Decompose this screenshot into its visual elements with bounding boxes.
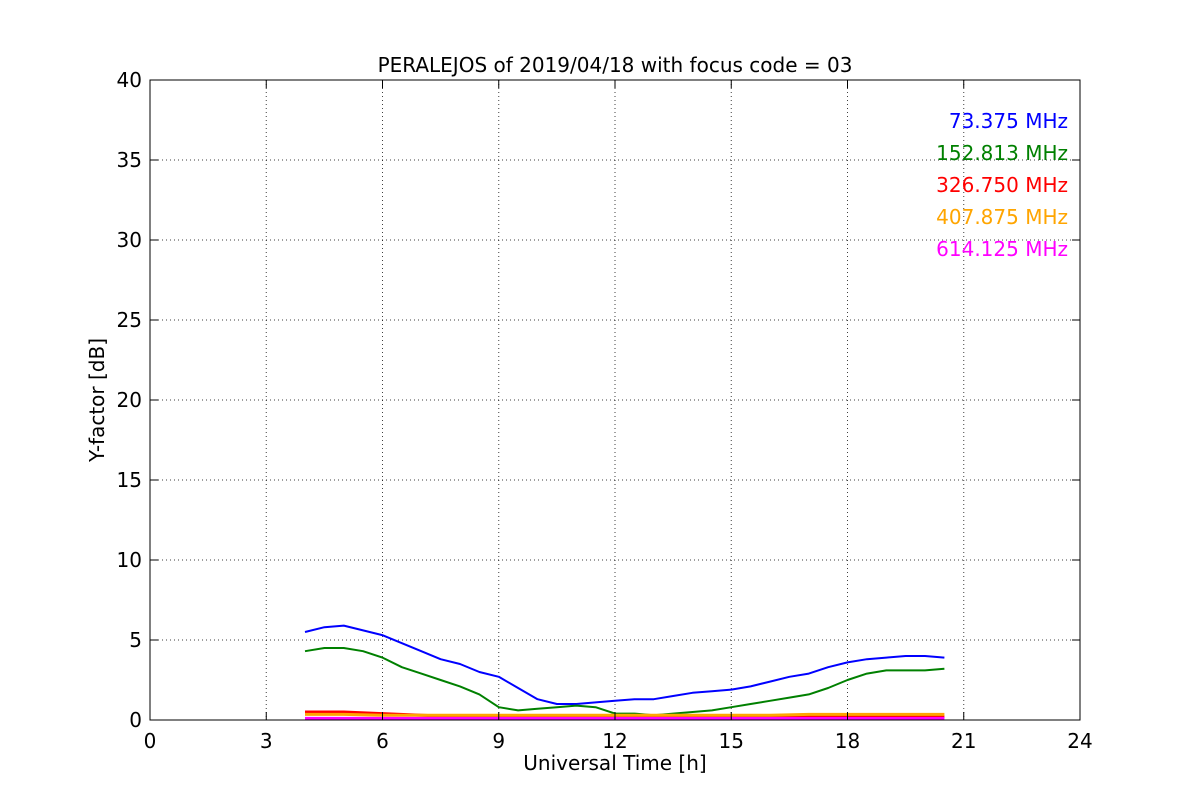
y-axis-title: Y-factor [dB] (85, 338, 109, 463)
y-tick-label: 10 (117, 548, 142, 572)
x-tick-label: 15 (719, 729, 744, 753)
chart-title: PERALEJOS of 2019/04/18 with focus code … (378, 53, 853, 77)
legend-entry: 326.750 MHz (936, 173, 1068, 197)
x-tick-label: 12 (602, 729, 627, 753)
y-tick-label: 5 (129, 628, 142, 652)
x-tick-label: 21 (951, 729, 976, 753)
legend-layer: 73.375 MHz 152.813 MHz 326.750 MHz 407.875 … (936, 109, 1068, 261)
grid-layer (150, 80, 1080, 720)
series-line-3 (305, 712, 945, 717)
ticks-layer: 0 3 6 9 12 15 18 21 24 0 5 10 15 20 25 30 35 40 (117, 68, 1093, 753)
series-layer (304, 624, 945, 720)
y-tick-label: 15 (117, 468, 142, 492)
legend-entry: 614.125 MHz (936, 237, 1068, 261)
x-tick-label: 0 (144, 729, 157, 753)
y-tick-label: 25 (117, 308, 142, 332)
y-tick-label: 0 (129, 708, 142, 732)
y-tick-label: 20 (117, 388, 142, 412)
x-axis-title: Universal Time [h] (523, 751, 706, 775)
x-tick-label: 3 (260, 729, 273, 753)
series-line-0 (304, 624, 945, 705)
legend-entry: 152.813 MHz (936, 141, 1068, 165)
x-tick-label: 6 (376, 729, 389, 753)
y-tick-label: 30 (117, 228, 142, 252)
legend-entry: 407.875 MHz (936, 205, 1068, 229)
x-tick-label: 24 (1067, 729, 1092, 753)
y-tick-label: 40 (117, 68, 142, 92)
y-tick-label: 35 (117, 148, 142, 172)
x-tick-label: 18 (835, 729, 860, 753)
legend-entry: 73.375 MHz (949, 109, 1068, 133)
x-tick-label: 9 (492, 729, 505, 753)
series-line-1 (304, 647, 945, 717)
